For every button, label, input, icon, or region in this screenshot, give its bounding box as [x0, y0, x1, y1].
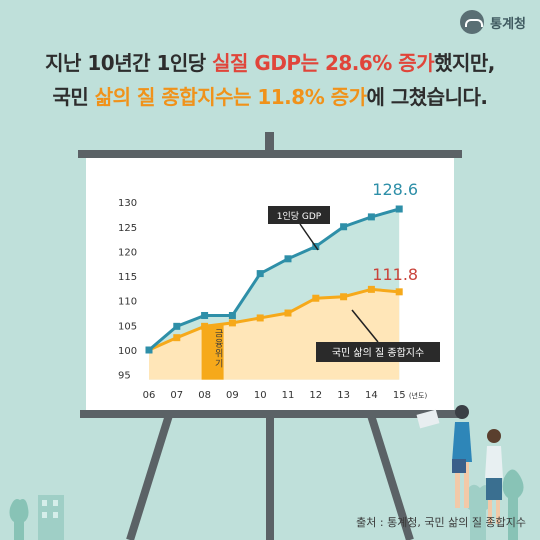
qol-point	[395, 288, 403, 296]
headline-1-pre: 지난 10년간 1인당	[45, 51, 213, 75]
qol-point	[340, 293, 348, 301]
y-tick-label: 115	[118, 272, 137, 283]
gdp-point	[201, 311, 209, 319]
gdp-point	[256, 270, 264, 278]
headline: 지난 10년간 1인당 실질 GDP는 28.6% 증가했지만, 국민 삶의 질…	[0, 46, 540, 114]
statistics-korea-logo-icon	[460, 10, 485, 34]
gdp-point	[340, 223, 348, 231]
qol-point	[284, 309, 292, 317]
gdp-point	[173, 322, 181, 330]
gdp-point	[395, 205, 403, 213]
y-tick-label: 130	[118, 198, 137, 209]
qol-point	[367, 285, 375, 293]
background-trees	[9, 469, 524, 540]
x-tick-label: 13	[337, 390, 350, 401]
qol-point	[312, 294, 320, 302]
x-tick-label: 15	[393, 390, 406, 401]
qol-point	[228, 319, 236, 327]
y-tick-label: 125	[118, 223, 137, 234]
gdp-line	[148, 207, 400, 352]
headline-1-post: 했지만,	[434, 51, 495, 75]
x-tick-label: 09	[226, 390, 239, 401]
headline-2-post: 에 그쳤습니다.	[366, 85, 488, 109]
x-tick-label: 06	[143, 390, 156, 401]
gdp-callout-pointer	[299, 223, 319, 251]
x-unit-label: (년도)	[409, 391, 428, 400]
headline-2-highlight: 삶의 질 종합지수는 11.8% 증가	[94, 85, 367, 109]
y-tick-label: 95	[118, 371, 131, 382]
y-tick-label: 120	[118, 247, 137, 258]
gdp-point	[284, 255, 292, 263]
headline-1-highlight: 실질 GDP는 28.6% 증가	[212, 51, 435, 75]
brand-logo: 통계청	[460, 10, 526, 34]
crisis-label: 금융위기	[213, 329, 223, 369]
crisis-band	[201, 324, 224, 380]
headline-2-pre: 국민	[52, 85, 95, 109]
x-tick-label: 12	[309, 390, 322, 401]
headline-line-1: 지난 10년간 1인당 실질 GDP는 28.6% 증가했지만,	[0, 46, 540, 80]
gdp-point	[367, 213, 375, 221]
gdp-point	[228, 311, 236, 319]
qol-callout-pointer	[351, 309, 379, 343]
qol-point	[173, 334, 181, 342]
x-tick-label: 07	[170, 390, 183, 401]
qol-line	[148, 287, 400, 352]
qol-callout-box	[316, 342, 440, 362]
presenter-figures	[416, 405, 503, 524]
x-tick-label: 11	[282, 390, 295, 401]
gdp-callout-box	[268, 206, 330, 224]
y-tick-label: 105	[118, 321, 137, 332]
gdp-callout-label: 1인당 GDP	[277, 211, 322, 222]
y-tick-label: 100	[118, 346, 137, 357]
x-tick-label: 14	[365, 390, 378, 401]
gdp-point	[145, 346, 153, 354]
qol-end-label: 111.8	[372, 265, 418, 284]
qol-callout-label: 국민 삶의 질 종합지수	[332, 347, 424, 359]
x-tick-label: 10	[254, 390, 267, 401]
headline-line-2: 국민 삶의 질 종합지수는 11.8% 증가에 그쳤습니다.	[0, 80, 540, 114]
gdp-end-label: 128.6	[372, 180, 418, 199]
y-tick-label: 110	[118, 297, 137, 308]
qol-point	[256, 314, 264, 322]
x-tick-label: 08	[198, 390, 211, 401]
brand-name: 통계청	[490, 16, 526, 32]
qol-point	[201, 322, 209, 330]
source-note: 출처 : 통계청, 국민 삶의 질 종합지수	[356, 516, 526, 529]
